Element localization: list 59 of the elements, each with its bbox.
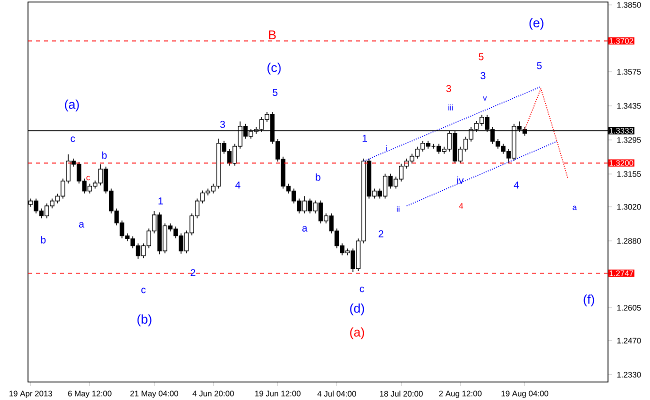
annotation: iii (448, 104, 453, 110)
ref-line-label: 1.3702 (610, 38, 634, 44)
annotation: c (141, 288, 146, 294)
x-tick-label: 4 Jun 20:00 (192, 390, 234, 396)
annotation: 1 (158, 198, 163, 204)
annotation: ii (396, 206, 400, 212)
y-tick-label: 1.3850 (617, 2, 641, 8)
annotation: 3 (480, 72, 486, 80)
annotation: iv (457, 176, 464, 184)
x-tick-label: 21 May 04:00 (130, 390, 178, 398)
y-tick-label: 1.3155 (617, 171, 641, 177)
y-tick-label: 1.3575 (617, 68, 641, 75)
annotation: b (41, 236, 46, 244)
annotation: (d) (350, 303, 364, 316)
annotation: i (386, 145, 388, 152)
annotation: 3 (446, 84, 452, 92)
x-tick-label: 6 May 12:00 (68, 390, 112, 398)
annotation: b (316, 173, 320, 181)
x-tick-label: 4 Jul 04:00 (317, 390, 356, 397)
annotation: (c) (268, 62, 281, 75)
annotation: (e) (529, 18, 544, 30)
y-tick-label: 1.2605 (617, 304, 641, 311)
annotation: B (269, 30, 276, 40)
annotation: (b) (137, 314, 152, 326)
x-tick-label: 18 Jul 20:00 (380, 390, 423, 397)
annotation: 5 (272, 89, 278, 96)
annotation: (a) (64, 100, 79, 112)
annotation: b (102, 152, 107, 159)
y-tick-label: 1.2330 (617, 372, 641, 378)
y-tick-label: 1.2880 (617, 238, 641, 244)
ref-line-label: 1.2747 (610, 270, 634, 276)
annotation: 4 (514, 182, 519, 188)
annotation: c (360, 286, 364, 292)
ref-line-label: 1.3200 (610, 160, 634, 166)
ref-line-label: 1.3333 (610, 128, 634, 134)
x-tick-label: 19 Aug 04:00 (502, 390, 548, 398)
y-tick-label: 1.3295 (617, 137, 641, 143)
annotation: (a) (350, 327, 364, 340)
annotation: a (79, 222, 84, 228)
annotation: 2 (190, 269, 196, 276)
annotation: 4 (235, 182, 240, 188)
annotation: a (572, 206, 577, 210)
x-tick-label: 19 Apr 2013 (9, 390, 52, 398)
annotation: a (302, 226, 308, 232)
annotation: 3 (220, 120, 225, 128)
x-tick-label: 2 Aug 12:00 (439, 390, 482, 398)
y-tick-label: 1.3020 (617, 204, 641, 210)
y-tick-label: 1.2470 (617, 338, 641, 344)
annotation: 2 (378, 230, 384, 238)
annotation: 5 (478, 53, 484, 60)
y-tick-label: 1.3435 (617, 103, 641, 109)
annotation: 1 (362, 134, 368, 142)
annotation: c (70, 136, 76, 142)
annotation: 5 (536, 62, 542, 70)
annotation: c (86, 176, 90, 180)
annotation: v (482, 96, 487, 101)
annotation: 4 (459, 203, 464, 209)
x-tick-label: 19 Jun 12:00 (255, 390, 301, 396)
annotation: (f) (584, 294, 594, 306)
